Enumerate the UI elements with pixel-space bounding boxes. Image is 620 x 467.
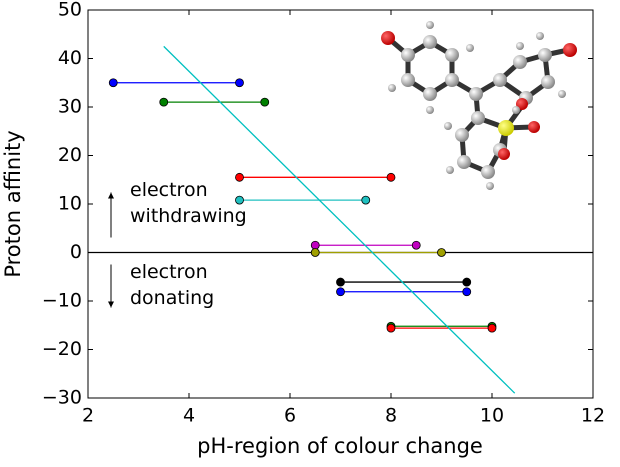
annotation-arrowhead xyxy=(108,301,114,308)
segment-end xyxy=(386,172,396,182)
y-tick-label: 40 xyxy=(58,47,82,69)
segment-end xyxy=(310,248,320,257)
segment-end xyxy=(411,240,421,250)
annotation: withdrawing xyxy=(130,205,247,227)
molecule-image xyxy=(381,21,577,190)
annotation: electron xyxy=(130,261,208,283)
y-tick-label: −10 xyxy=(42,290,82,312)
segment-end xyxy=(437,248,446,257)
segment-end xyxy=(235,78,244,88)
y-tick-label: 30 xyxy=(58,96,82,118)
y-tick-label: −20 xyxy=(42,338,82,360)
x-axis-label: pH-region of colour change xyxy=(197,434,483,458)
y-axis-label: Proton affinity xyxy=(1,130,25,277)
x-tick-label: 12 xyxy=(581,405,605,427)
segment-end xyxy=(235,172,244,182)
x-tick-label: 6 xyxy=(284,405,296,427)
segment-end xyxy=(336,287,345,297)
fit-line xyxy=(163,45,516,394)
segment-end xyxy=(108,78,118,88)
y-tick-label: 50 xyxy=(58,0,82,21)
x-tick-label: 8 xyxy=(385,405,397,427)
x-tick-label: 10 xyxy=(480,405,504,427)
y-tick-label: −30 xyxy=(42,387,82,409)
x-tick-label: 4 xyxy=(183,405,195,427)
segment-end xyxy=(159,97,169,107)
segment-end xyxy=(336,277,345,287)
y-tick-label: 0 xyxy=(70,241,82,263)
annotation: donating xyxy=(130,287,214,309)
y-tick-label: 20 xyxy=(58,144,82,166)
segment-end xyxy=(361,195,371,205)
segment-end xyxy=(386,323,396,333)
y-tick-label: 10 xyxy=(58,193,82,215)
segment-end xyxy=(235,195,244,205)
segment-end xyxy=(462,277,472,287)
annotation: electron xyxy=(130,179,208,201)
segment-end xyxy=(310,240,320,250)
segment-end xyxy=(260,97,270,107)
annotation-arrowhead xyxy=(108,192,114,199)
x-tick-label: 2 xyxy=(82,405,94,427)
segment-end xyxy=(487,323,497,333)
segment-end xyxy=(462,287,472,297)
